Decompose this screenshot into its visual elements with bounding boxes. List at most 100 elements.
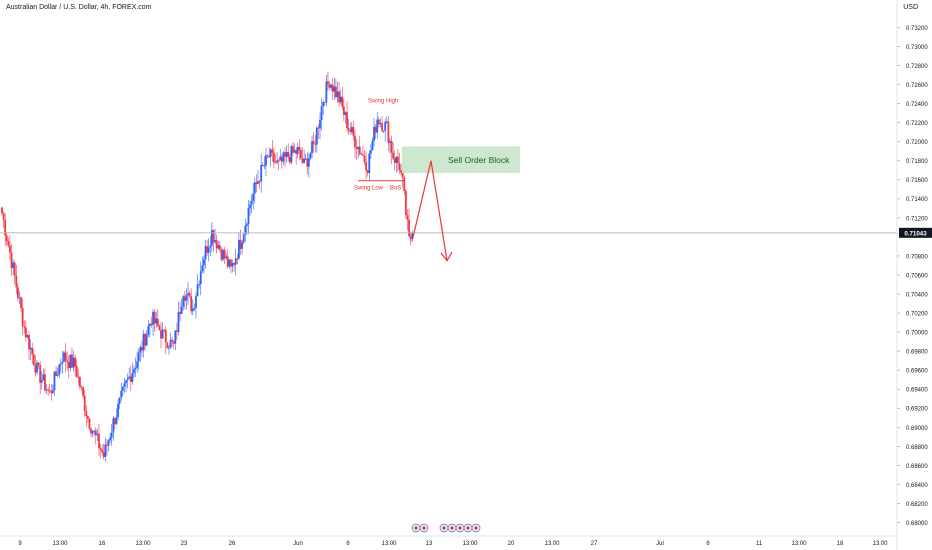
candle-body: [333, 86, 336, 92]
candle-body: [315, 127, 318, 145]
candle-body: [403, 177, 406, 192]
candle-body: [1, 207, 3, 214]
x-tick-label: Jul: [656, 541, 664, 547]
candle-body: [112, 418, 115, 433]
candle-body: [21, 308, 24, 327]
candle-body: [107, 440, 110, 446]
candle-body: [2, 213, 5, 220]
candle-body: [327, 81, 329, 85]
candle-body: [180, 306, 183, 315]
candle-body: [365, 162, 368, 171]
candle-body: [217, 245, 220, 249]
x-tick-label: 18: [837, 541, 844, 547]
candle-body: [284, 152, 286, 157]
candle-body: [363, 155, 366, 163]
candle-body: [160, 330, 162, 339]
candle-body: [339, 96, 342, 103]
candle-body: [168, 347, 170, 349]
x-tick-label: 16: [99, 541, 106, 547]
candle-body: [350, 127, 353, 133]
candle-body: [163, 329, 166, 331]
candle-body: [260, 165, 263, 182]
candle-body: [83, 395, 86, 411]
candle-body: [373, 126, 375, 141]
y-tick-label: 0.71200: [906, 216, 928, 222]
candle-body: [374, 126, 377, 133]
y-tick-label: 0.70200: [906, 311, 928, 317]
candle-body: [48, 390, 51, 392]
x-tick-label: 13:00: [544, 541, 560, 547]
x-tick-label: 6: [346, 541, 350, 547]
candle-body: [387, 121, 390, 143]
candle-body: [32, 354, 35, 366]
candle-body: [285, 151, 288, 157]
x-tick-label: 13:00: [462, 541, 478, 547]
y-tick-label: 0.70000: [906, 331, 928, 337]
candle-body: [123, 383, 126, 387]
y-tick-label: 0.72400: [906, 102, 928, 108]
candle-body: [185, 294, 188, 301]
candle-body: [265, 155, 267, 166]
candle-body: [141, 347, 143, 351]
candle-body: [125, 380, 127, 384]
candle-body: [139, 347, 142, 353]
candle-body: [408, 219, 410, 237]
candle-body: [136, 361, 139, 368]
candle-body: [209, 245, 212, 248]
candle-body: [12, 262, 15, 268]
candle-body: [196, 284, 199, 297]
candle-body: [210, 230, 213, 246]
candle-body: [183, 296, 186, 301]
candle-body: [88, 418, 91, 429]
candle-body: [303, 158, 305, 163]
candle-body: [161, 329, 164, 339]
candle-body: [66, 360, 69, 363]
candle-body: [82, 387, 84, 396]
candle-body: [133, 369, 135, 374]
x-tick-label: 6: [706, 541, 710, 547]
x-tick-label: 13:00: [135, 541, 151, 547]
candle-body: [384, 121, 387, 131]
candle-body: [366, 170, 369, 174]
event-flag-dot: [422, 526, 426, 530]
candle-body: [153, 311, 156, 324]
candle-body: [207, 247, 210, 253]
candle-body: [44, 374, 46, 391]
candle-body: [94, 430, 97, 436]
candle-body: [261, 165, 264, 167]
candle-body: [10, 252, 13, 268]
candle-body: [90, 428, 92, 434]
candle-body: [395, 156, 398, 163]
candle-body: [376, 119, 379, 133]
candle-body: [290, 146, 293, 163]
candle-body: [379, 122, 382, 125]
candle-body: [155, 318, 158, 324]
candle-body: [266, 155, 269, 157]
candle-body: [117, 403, 119, 418]
x-axis: 9 13:00 16 13:00 23 26 Jun 6 13:00 13 13:00 20 13:00…: [0, 535, 897, 547]
candle-body: [182, 296, 185, 307]
candle-body: [392, 152, 395, 159]
candle-body: [176, 330, 178, 333]
candle-body: [187, 293, 189, 295]
candle-body: [368, 153, 371, 174]
candle-body: [282, 152, 285, 162]
candle-body: [349, 130, 352, 133]
candle-body: [276, 160, 278, 163]
candle-body: [393, 158, 396, 163]
candle-body: [288, 156, 291, 163]
candle-body: [53, 371, 56, 391]
candle-body: [268, 156, 271, 158]
candle-body: [177, 312, 180, 333]
candle-body: [152, 311, 154, 325]
candle-body: [328, 84, 331, 88]
candle-body: [203, 259, 205, 266]
candle-body: [385, 121, 388, 123]
candle-body: [72, 357, 75, 368]
candle-body: [296, 146, 299, 154]
candle-body: [101, 449, 104, 453]
candle-body: [172, 341, 175, 344]
candle-body: [42, 374, 45, 381]
y-tick-label: 0.72200: [906, 121, 928, 127]
